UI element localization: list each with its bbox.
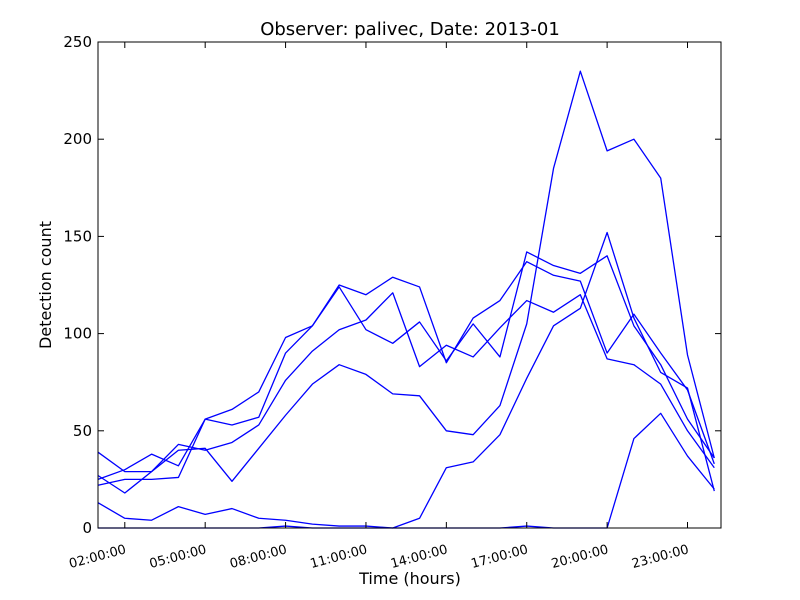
series-line-3	[97, 251, 715, 481]
chart-title: Observer: palivec, Date: 2013-01	[260, 19, 560, 40]
y-tick-label: 200	[63, 130, 92, 148]
y-tick-label: 150	[63, 227, 92, 245]
x-axis-label: Time (hours)	[358, 569, 461, 588]
y-axis-label: Detection count	[36, 221, 55, 349]
plot-frame	[97, 41, 722, 529]
series-line-4	[97, 292, 715, 494]
series-line-5	[97, 231, 715, 529]
y-tick-label: 50	[73, 422, 92, 440]
series-line-1	[97, 261, 715, 486]
y-tick-label: 0	[82, 519, 92, 537]
y-tick-label: 250	[63, 33, 92, 51]
y-tick-label: 100	[63, 325, 92, 343]
